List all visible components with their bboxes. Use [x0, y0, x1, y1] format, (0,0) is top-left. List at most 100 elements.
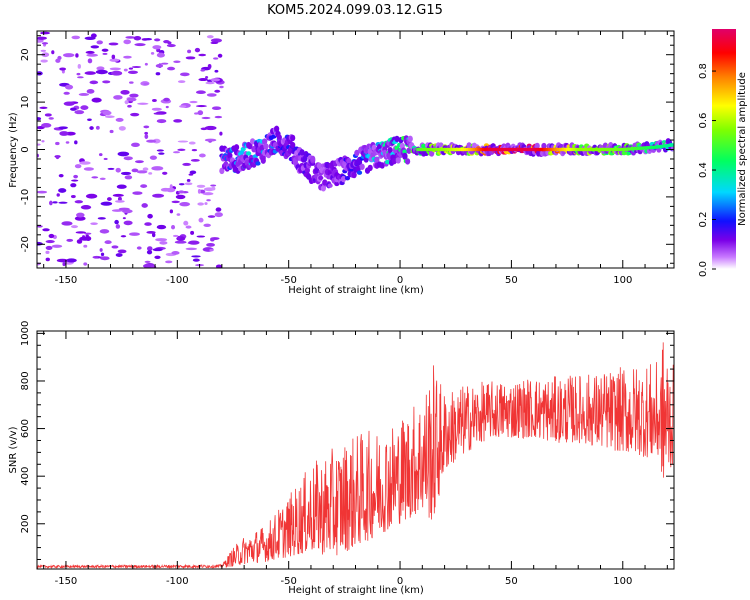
- heatmap-cell: [66, 238, 74, 242]
- heatmap-cell: [156, 48, 161, 53]
- heatmap-cell: [106, 197, 112, 201]
- heatmap-cell: [134, 160, 144, 164]
- heatmap-cell: [290, 141, 296, 149]
- heatmap-cells: [37, 31, 674, 268]
- heatmap-cell: [104, 240, 112, 244]
- heatmap-cell: [155, 72, 161, 76]
- heatmap-cell: [118, 126, 126, 131]
- heatmap-cell: [519, 147, 523, 152]
- heatmap-cell: [156, 52, 165, 58]
- heatmap-cell: [205, 75, 209, 79]
- heatmap-cell: [146, 230, 156, 234]
- snr-x-axis-label: Height of straight line (km): [288, 585, 424, 596]
- heatmap-cell: [466, 142, 472, 149]
- heatmap-cell: [576, 147, 580, 152]
- heatmap-cell: [599, 147, 603, 152]
- heatmap-cell: [65, 84, 74, 90]
- heatmap-cell: [156, 224, 167, 230]
- heatmap-cell: [213, 57, 219, 60]
- heatmap-cell: [567, 147, 571, 152]
- heatmap-cell: [637, 146, 641, 150]
- heatmap-cell: [483, 147, 488, 152]
- heatmap-cell: [356, 159, 363, 166]
- heatmap-cell: [260, 157, 266, 164]
- heatmap-cell: [569, 147, 573, 152]
- heatmap-cell: [665, 144, 669, 148]
- heatmap-cell: [70, 225, 79, 229]
- heatmap-cell: [610, 147, 614, 152]
- heatmap-cell: [37, 36, 47, 40]
- heatmap-cell: [91, 97, 102, 103]
- heatmap-cell: [176, 213, 181, 216]
- heatmap-cell: [113, 95, 123, 100]
- heatmap-cell: [62, 262, 66, 267]
- heatmap-cell: [322, 179, 328, 186]
- x-tick-label: 0: [397, 576, 403, 587]
- heatmap-cell: [61, 221, 73, 226]
- heatmap-cell: [555, 147, 559, 152]
- heatmap-cell: [192, 258, 200, 262]
- heatmap-cell: [507, 147, 511, 152]
- heatmap-cell: [578, 147, 582, 152]
- heatmap-cell: [76, 239, 83, 244]
- heatmap-cell: [115, 167, 121, 173]
- heatmap-cell: [76, 212, 85, 218]
- heatmap-cell: [585, 147, 589, 152]
- heatmap-cell: [206, 243, 215, 247]
- heatmap-cell: [144, 131, 149, 135]
- heatmap-cell: [669, 143, 673, 147]
- heatmap-cell: [83, 244, 88, 248]
- heatmap-cell: [318, 175, 324, 181]
- heatmap-cell: [508, 147, 513, 152]
- heatmap-cell: [169, 184, 173, 189]
- heatmap-cell: [45, 250, 50, 254]
- heatmap-cell: [59, 131, 69, 136]
- heatmap-cell: [653, 145, 657, 149]
- heatmap-cell: [189, 170, 197, 175]
- heatmap-cell: [206, 199, 211, 202]
- heatmap-cell: [65, 141, 70, 144]
- heatmap-cell: [45, 239, 55, 244]
- heatmap-cell: [73, 174, 78, 179]
- heatmap-cell: [56, 193, 60, 197]
- heatmap-cell: [210, 184, 217, 187]
- heatmap-cell: [198, 78, 208, 82]
- heatmap-cell: [290, 134, 296, 142]
- spectrogram-y-ticks: -20 -10 0 10 20: [20, 35, 674, 264]
- heatmap-cell: [276, 134, 282, 141]
- heatmap-cell: [210, 238, 215, 242]
- heatmap-cell: [405, 158, 411, 165]
- heatmap-cell: [524, 147, 529, 152]
- heatmap-cell: [124, 100, 129, 105]
- heatmap-cell: [622, 147, 627, 151]
- heatmap-cell: [96, 40, 103, 45]
- heatmap-cell: [114, 200, 125, 203]
- y-tick-label: 20: [20, 48, 31, 61]
- heatmap-cell: [544, 147, 548, 152]
- heatmap-cell: [203, 223, 211, 227]
- heatmap-cell: [480, 147, 484, 152]
- y-tick-label: 1000: [20, 321, 31, 346]
- heatmap-cell: [534, 142, 540, 150]
- heatmap-cell: [359, 163, 365, 170]
- heatmap-cell: [128, 67, 133, 70]
- heatmap-cell: [100, 201, 113, 206]
- heatmap-cell: [464, 147, 468, 152]
- heatmap-cell: [74, 164, 82, 169]
- heatmap-cell: [215, 264, 223, 268]
- heatmap-cell: [355, 165, 361, 172]
- heatmap-cell: [214, 212, 223, 218]
- heatmap-cell: [95, 69, 108, 75]
- heatmap-cell: [434, 147, 438, 152]
- heatmap-cell: [90, 222, 98, 226]
- heatmap-cell: [179, 202, 191, 207]
- heatmap-cell: [127, 104, 132, 108]
- heatmap-cell: [59, 67, 67, 71]
- heatmap-cell: [89, 126, 94, 130]
- heatmap-cell: [621, 147, 625, 152]
- heatmap-cell: [642, 146, 646, 150]
- heatmap-cell: [39, 106, 48, 110]
- heatmap-cell: [177, 140, 189, 143]
- heatmap-cell: [198, 153, 206, 158]
